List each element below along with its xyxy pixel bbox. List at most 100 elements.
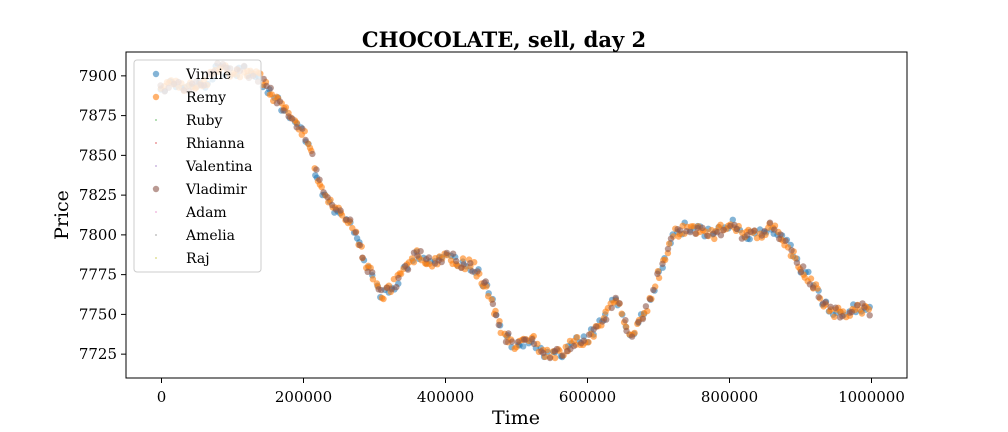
data-point	[404, 266, 412, 273]
data-point	[414, 252, 421, 259]
data-point	[797, 268, 805, 276]
data-point	[616, 300, 623, 307]
legend-marker	[152, 93, 160, 101]
data-point	[309, 150, 316, 158]
data-point	[788, 247, 795, 254]
data-point	[667, 235, 675, 242]
data-point	[369, 276, 377, 283]
x-tick-label: 1000000	[838, 388, 905, 406]
data-point	[268, 91, 275, 98]
legend-item-valentina[interactable]: Valentina	[155, 159, 252, 175]
plot-frame	[125, 51, 908, 379]
legend[interactable]: Vinnie Remy Ruby Rhianna Valentina Vladimir Ad…	[133, 59, 262, 273]
data-point	[861, 304, 868, 311]
data-point	[313, 166, 320, 173]
data-point	[495, 321, 502, 329]
data-point	[659, 260, 666, 267]
data-point	[443, 249, 450, 257]
data-point	[460, 261, 467, 268]
legend-label: Vladimir	[185, 182, 247, 198]
data-point	[608, 304, 615, 312]
data-point	[687, 228, 694, 236]
legend-item-amelia[interactable]: Amelia	[155, 228, 235, 244]
data-point	[540, 349, 547, 357]
y-tick-label: 7800	[79, 226, 117, 244]
data-point	[580, 337, 587, 344]
data-point	[831, 313, 838, 320]
y-tick-label: 7725	[79, 345, 117, 363]
legend-box	[133, 59, 262, 273]
legend-marker	[155, 211, 157, 213]
legend-item-remy[interactable]: Remy	[152, 90, 226, 106]
data-point	[352, 229, 359, 236]
legend-label: Ruby	[186, 113, 223, 129]
data-point	[639, 315, 647, 323]
data-point	[453, 257, 460, 265]
y-axis-label: Price	[51, 190, 73, 240]
data-point	[395, 274, 402, 282]
y-axis: 7725 7750 7775 7800 7825 7850 7875 7900	[79, 67, 126, 363]
data-point	[720, 226, 727, 233]
data-point	[570, 342, 578, 350]
data-point	[302, 136, 309, 144]
data-point	[666, 240, 673, 247]
data-point	[815, 293, 822, 301]
legend-item-vladimir[interactable]: Vladimir	[152, 182, 247, 198]
data-point	[347, 216, 354, 223]
data-point	[520, 343, 527, 350]
legend-item-adam[interactable]: Adam	[155, 205, 227, 221]
data-point	[338, 212, 346, 219]
data-point	[393, 283, 400, 291]
data-point	[438, 258, 445, 266]
legend-item-vinnie[interactable]: Vinnie	[152, 67, 231, 83]
data-point	[299, 125, 306, 132]
data-point	[777, 231, 784, 238]
data-point	[359, 254, 366, 261]
data-point	[467, 260, 474, 267]
data-point	[676, 227, 684, 234]
data-point	[530, 340, 538, 348]
x-tick-label: 0	[157, 388, 167, 406]
legend-label: Adam	[185, 205, 227, 221]
data-point	[751, 227, 758, 234]
data-point	[505, 330, 512, 337]
data-point	[699, 224, 706, 231]
series-remy	[157, 62, 873, 362]
data-point	[628, 333, 636, 340]
data-point	[761, 227, 768, 235]
legend-marker	[155, 257, 157, 259]
data-point	[704, 232, 711, 239]
data-point	[280, 107, 287, 114]
data-point	[738, 235, 746, 242]
legend-item-rhianna[interactable]: Rhianna	[155, 136, 245, 152]
data-point	[650, 286, 657, 294]
legend-item-ruby[interactable]: Ruby	[155, 113, 223, 129]
data-point	[410, 259, 418, 266]
data-point	[694, 224, 701, 232]
data-point	[654, 270, 661, 277]
x-tick-label: 200000	[275, 388, 332, 406]
data-point	[771, 226, 778, 233]
legend-marker	[155, 142, 157, 144]
data-point	[474, 268, 481, 275]
data-point	[459, 255, 467, 262]
legend-marker	[152, 70, 160, 78]
data-point	[807, 275, 815, 282]
data-point	[553, 345, 560, 353]
data-point	[585, 331, 593, 338]
legend-label: Remy	[186, 90, 226, 106]
data-point	[733, 225, 740, 233]
data-point	[320, 189, 327, 196]
legend-item-raj[interactable]: Raj	[155, 251, 210, 267]
data-point	[805, 268, 812, 276]
data-point	[853, 302, 861, 309]
data-point	[293, 124, 300, 131]
legend-label: Amelia	[185, 228, 235, 244]
x-tick-label: 800000	[701, 388, 758, 406]
data-point	[717, 232, 725, 239]
series-vinnie	[157, 62, 873, 361]
data-point	[482, 278, 489, 285]
x-axis-label: Time	[492, 407, 540, 429]
data-point	[522, 336, 529, 343]
